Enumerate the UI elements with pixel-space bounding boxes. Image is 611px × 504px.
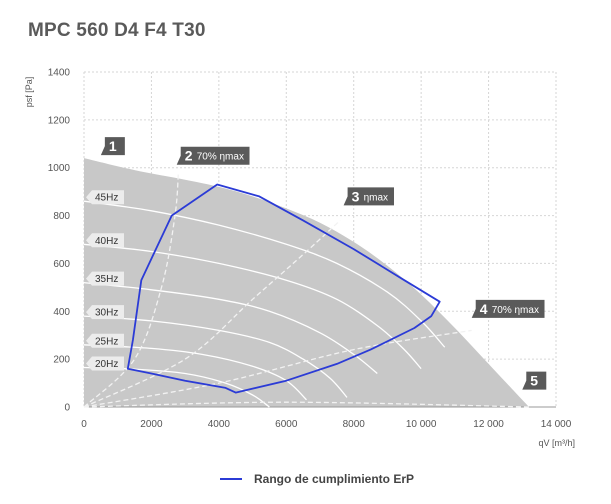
hz-label-40hz: 40Hz — [86, 233, 124, 248]
x-tick-label: 14 000 — [541, 419, 572, 430]
y-tick-label: 800 — [53, 211, 70, 222]
efficiency-line-3 — [83, 219, 341, 408]
legend: Rango de cumplimiento ErP — [220, 472, 414, 486]
y-tick-label: 1000 — [48, 163, 71, 174]
y-tick-label: 600 — [53, 259, 70, 270]
efficiency-line-5 — [83, 401, 530, 408]
marker-number: 5 — [530, 373, 538, 389]
marker-3: 3 ηmax — [343, 187, 394, 206]
hz-label-bg — [86, 305, 124, 320]
marker-number: 3 — [352, 188, 360, 204]
hz-label-text: 45Hz — [95, 193, 118, 204]
marker-number: 1 — [109, 138, 117, 154]
marker-number: 2 — [185, 148, 193, 164]
marker-bg — [100, 137, 125, 156]
hz-label-text: 30Hz — [95, 308, 118, 319]
hz-label-text: 40Hz — [95, 236, 118, 247]
marker-5: 5 — [522, 371, 547, 390]
speed-curve-30hz — [83, 315, 348, 398]
hz-label-20hz: 20Hz — [86, 356, 124, 371]
marker-text: 70% ηmax — [492, 305, 539, 316]
marker-bg — [343, 187, 394, 206]
legend-label-erp: Rango de cumplimiento ErP — [254, 472, 415, 486]
speed-curve-25hz — [83, 344, 307, 401]
hz-label-35hz: 35Hz — [86, 271, 124, 286]
x-tick-label: 12 000 — [473, 419, 504, 430]
x-axis-label: qV [m³/h] — [538, 438, 575, 448]
y-tick-label: 1400 — [48, 68, 71, 79]
hz-label-bg — [86, 233, 124, 248]
x-tick-label: 8000 — [343, 419, 366, 430]
hz-label-bg — [86, 333, 124, 348]
efficiency-line-2 — [83, 172, 180, 408]
marker-text: 70% ηmax — [197, 152, 244, 163]
marker-bg — [471, 299, 545, 318]
y-tick-label: 0 — [64, 403, 70, 414]
efficiency-line-4 — [83, 329, 472, 408]
x-tick-label: 0 — [81, 419, 87, 430]
marker-bg — [522, 371, 547, 390]
y-axis-label: psf [Pa] — [24, 77, 34, 108]
marker-bg — [176, 146, 250, 165]
hz-label-bg — [86, 271, 124, 286]
hz-label-25hz: 25Hz — [86, 333, 124, 348]
chart-title: MPC 560 D4 F4 T30 — [28, 20, 206, 41]
hz-label-text: 20Hz — [95, 359, 118, 370]
hz-label-text: 25Hz — [95, 336, 118, 347]
speed-curve-35hz — [83, 281, 378, 375]
x-tick-label: 2000 — [140, 419, 163, 430]
hz-label-30hz: 30Hz — [86, 305, 124, 320]
marker-4: 4 70% ηmax — [471, 299, 545, 318]
y-tick-label: 200 — [53, 355, 70, 366]
marker-1: 1 — [100, 137, 125, 156]
marker-number: 4 — [480, 301, 488, 317]
hz-label-text: 35Hz — [95, 274, 118, 285]
marker-2: 2 70% ηmax — [176, 146, 250, 165]
erp-compliance-range — [126, 183, 441, 394]
marker-text: ηmax — [364, 192, 388, 203]
y-tick-label: 1200 — [48, 115, 71, 126]
operating-envelope — [84, 158, 529, 407]
x-tick-label: 4000 — [208, 419, 231, 430]
hz-label-bg — [86, 190, 124, 205]
hz-label-bg — [86, 356, 124, 371]
speed-curve-45hz — [83, 200, 446, 348]
x-tick-label: 10 000 — [406, 419, 437, 430]
speed-curve-40hz — [83, 243, 422, 370]
legend-line-erp — [220, 478, 242, 480]
x-tick-label: 6000 — [275, 419, 298, 430]
hz-label-45hz: 45Hz — [86, 190, 124, 205]
y-tick-label: 400 — [53, 307, 70, 318]
